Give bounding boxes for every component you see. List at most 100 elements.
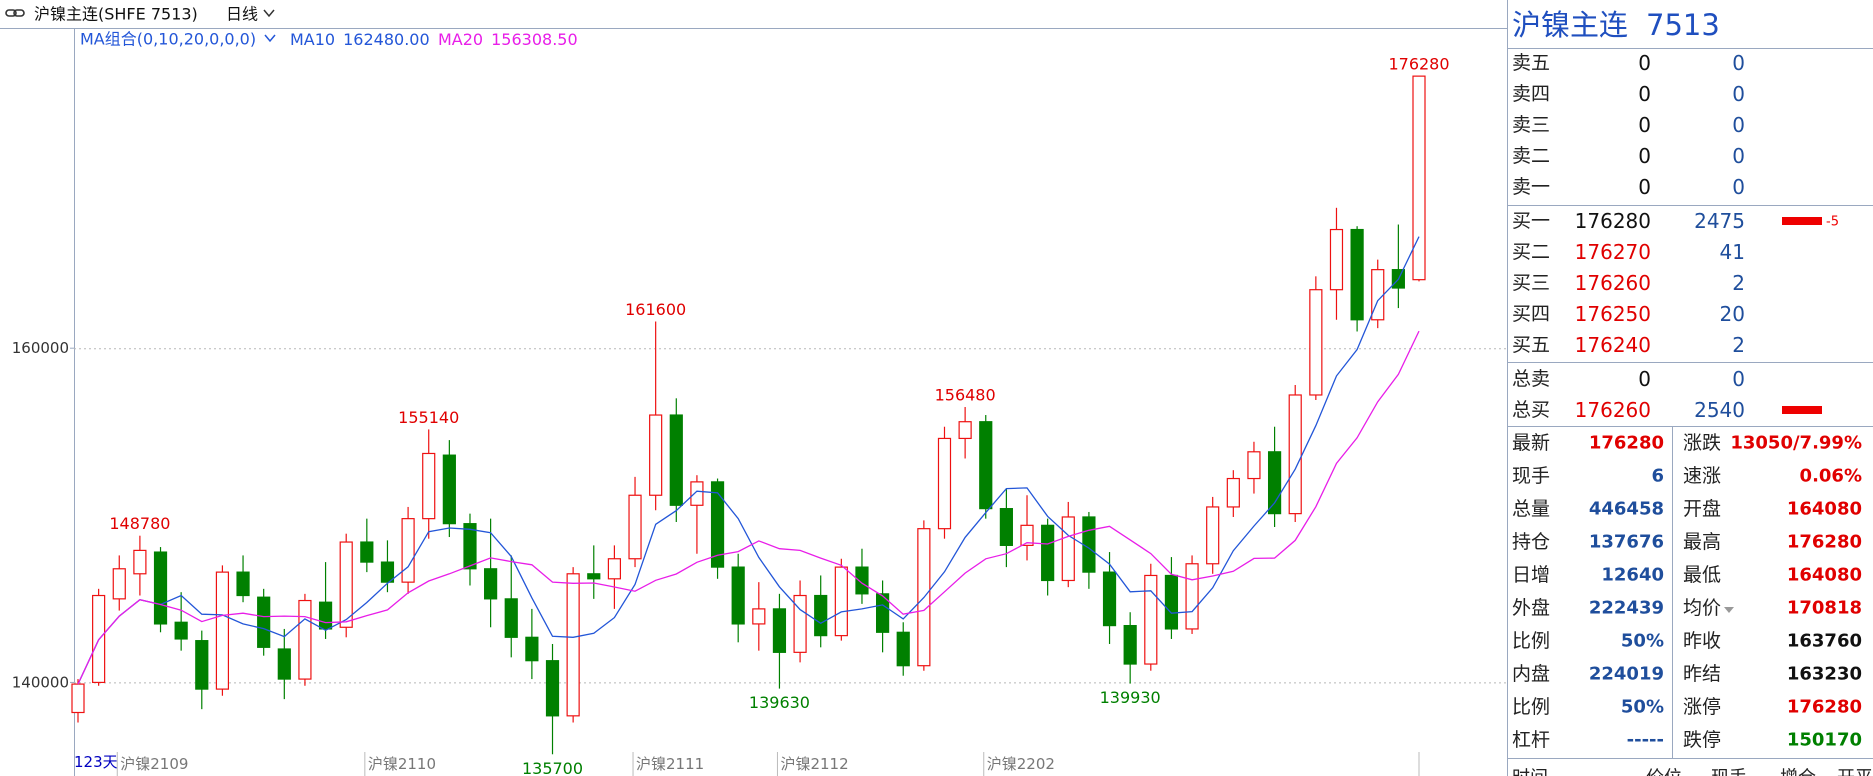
book-label: 卖五 [1512,52,1550,74]
stat-label: 最高 [1683,531,1721,553]
trades-header: 现手 [1711,768,1747,776]
ma-legend: MA20 156308.50 [438,30,578,49]
book-price: 176280 [1575,209,1651,233]
high-label: 161600 [625,300,686,319]
book-volume: 2 [1732,271,1745,295]
trades-header: 价位 [1646,768,1682,776]
candle-body [257,596,271,648]
ma-legend-value: 162480.00 [343,30,430,49]
stat-value: 224019 [1589,664,1664,685]
stat-label: 外盘 [1512,597,1550,619]
candle-body [1041,524,1055,582]
candle-body [1288,394,1302,515]
stat-value: 137676 [1589,532,1664,553]
book-label: 买一 [1512,210,1550,232]
ma-group[interactable]: MA组合(0,10,20,0,0,0) [80,30,256,49]
panel-title-code: 7513 [1646,8,1720,42]
candle-body [875,593,890,633]
book-label: 卖三 [1512,114,1550,136]
dropdown-icon[interactable] [264,34,276,43]
candle-body [195,640,209,690]
candle-body [1247,451,1261,480]
book-price: 176270 [1575,240,1651,264]
stat-value: 164080 [1787,565,1862,586]
stat-label: 现手 [1512,465,1550,487]
candle-body [1329,228,1344,291]
book-price: 0 [1638,82,1651,106]
book-volume: 20 [1720,302,1745,326]
avg-price-icon [1724,607,1734,613]
candle-body [133,549,147,575]
candle-body [731,566,745,625]
stat-label: 均价 [1683,597,1721,619]
y-tick-label: 160000 [12,339,69,357]
book-price: 0 [1638,51,1651,75]
low-label: 139930 [1100,688,1161,707]
book-label: 卖四 [1512,83,1550,105]
candle-body [1206,506,1220,565]
period-selector[interactable]: 日线 [226,5,258,24]
book-price: 0 [1638,113,1651,137]
stat-label: 持仓 [1512,531,1550,553]
candle-body [1020,524,1034,546]
book-price: 176250 [1575,302,1651,326]
candle-body [112,568,126,600]
stat-label: 涨跌 [1683,432,1721,454]
x-tick-label: 沪镍2202 [987,755,1055,773]
stat-value: 446458 [1589,499,1664,520]
book-price: 176260 [1575,271,1651,295]
book-label: 总卖 [1512,368,1550,390]
book-volume: 0 [1732,113,1745,137]
stat-value: 170818 [1787,598,1862,619]
candle-body [1226,477,1240,508]
candle-body [937,437,952,530]
instrument-name[interactable]: 沪镍主连(SHFE 7513) [34,5,198,24]
candle-body [999,508,1013,546]
candle-body [1102,571,1117,627]
ma-legend-name: MA10 [290,30,335,49]
stat-value: 164080 [1787,499,1862,520]
total-bid-bar [1782,406,1822,414]
stat-value: 163760 [1787,631,1862,652]
trades-header: 增仓 [1780,768,1816,776]
candle-body [1123,624,1137,665]
ma-legend-value: 156308.50 [491,30,578,49]
candle-body [174,621,188,640]
book-price: 0 [1638,175,1651,199]
candle-body [587,573,601,580]
candle-body [896,631,910,667]
ma-line [77,330,1420,685]
candle-body [422,452,436,520]
candle-body [504,598,518,638]
stat-label: 杠杆 [1512,729,1550,751]
candle-body [401,518,415,583]
book-label: 卖一 [1512,176,1550,198]
candle-body [153,551,168,625]
stat-value: 150170 [1787,730,1862,751]
book-label: 买五 [1512,334,1550,356]
book-volume: 0 [1732,51,1745,75]
candle-body [442,454,456,525]
candle-body [710,481,725,568]
stat-value: 50% [1621,631,1664,652]
book-label: 买四 [1512,303,1550,325]
book-volume: 2475 [1694,209,1745,233]
book-volume: 0 [1732,367,1745,391]
candle-body [566,573,580,717]
candle-body [690,481,704,506]
book-price: 176260 [1575,398,1651,422]
stat-label: 最新 [1512,432,1550,454]
stat-label: 内盘 [1512,663,1550,685]
candle-body [1350,228,1364,321]
dropdown-icon[interactable] [263,9,275,18]
panel-title: 沪镍主连 7513 [1512,8,1720,42]
candle-body [1164,574,1179,630]
stat-label: 速涨 [1683,465,1721,487]
candle-body [752,608,766,625]
candle-body [1412,75,1426,281]
stat-value: 176280 [1589,433,1664,454]
y-tick-label: 140000 [12,673,69,691]
candle-body [855,566,869,595]
